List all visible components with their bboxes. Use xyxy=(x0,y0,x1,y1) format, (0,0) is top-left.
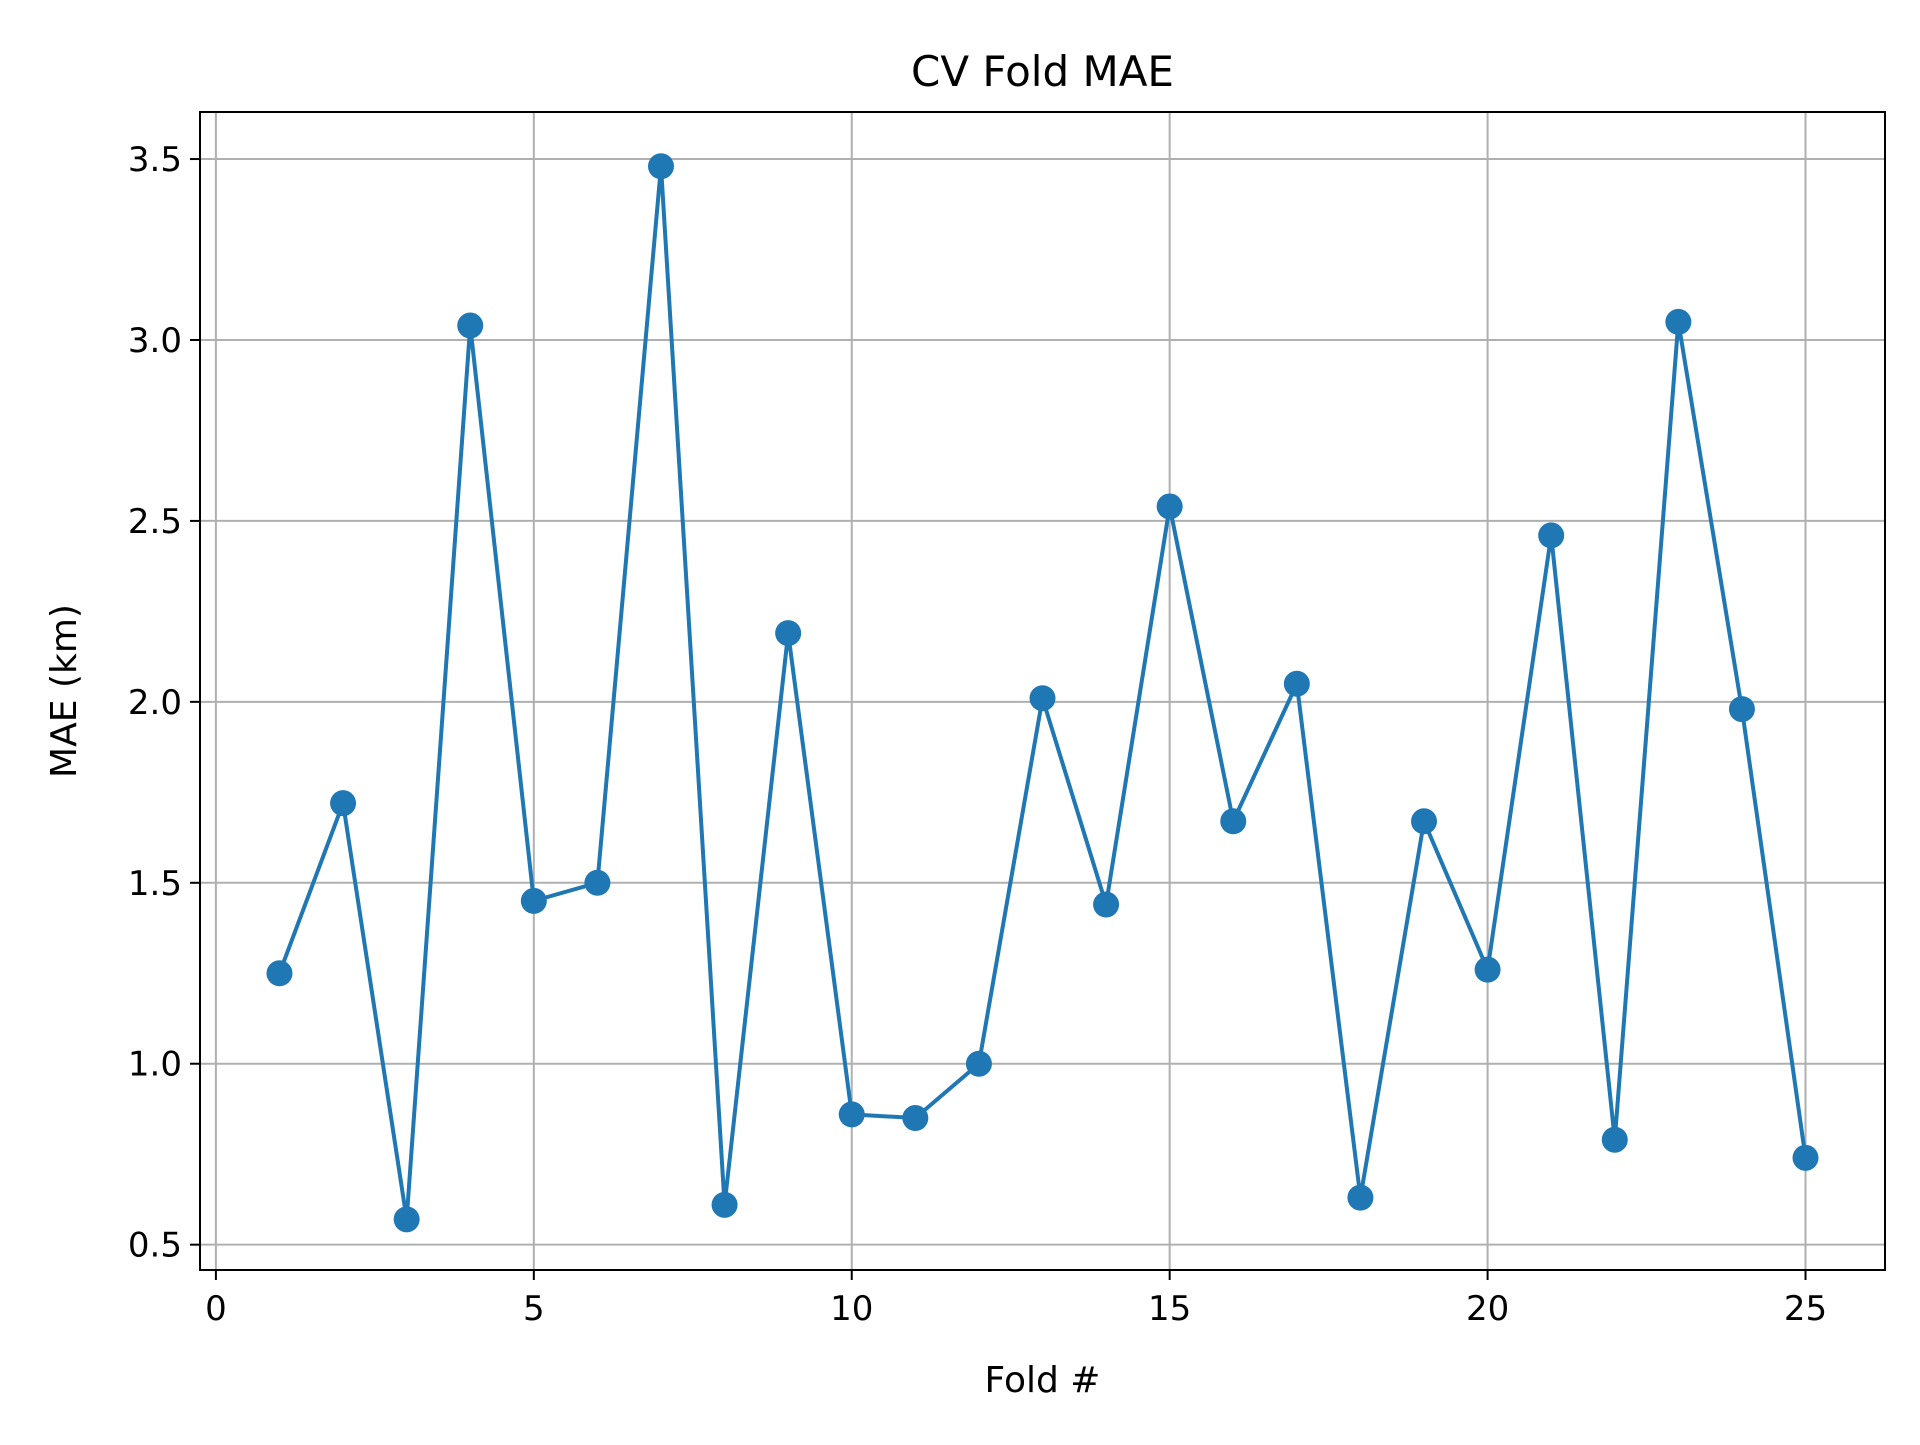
data-point xyxy=(838,1101,865,1128)
data-point xyxy=(1283,670,1310,697)
x-tick-label: 15 xyxy=(1148,1289,1191,1329)
data-point xyxy=(393,1206,420,1233)
x-axis-title: Fold # xyxy=(985,1360,1101,1401)
data-point xyxy=(1220,808,1247,835)
y-tick-label: 3.0 xyxy=(128,321,182,361)
plot-frame xyxy=(199,111,1886,1271)
x-tick-label: 25 xyxy=(1784,1289,1827,1329)
data-point xyxy=(266,960,293,987)
data-point xyxy=(902,1105,929,1132)
data-point xyxy=(1093,891,1120,918)
chart-title: CV Fold MAE xyxy=(911,47,1174,96)
data-point xyxy=(1156,493,1183,520)
data-point xyxy=(1665,308,1692,335)
x-tick-label: 10 xyxy=(830,1289,873,1329)
data-point xyxy=(1601,1126,1628,1153)
data-series xyxy=(266,153,1819,1233)
data-point xyxy=(775,620,802,647)
data-point xyxy=(1474,956,1501,983)
y-tick-label: 1.5 xyxy=(128,864,182,904)
x-tick-label: 20 xyxy=(1466,1289,1509,1329)
data-point xyxy=(1728,696,1755,723)
data-point xyxy=(584,869,611,896)
x-tick-label: 0 xyxy=(205,1289,227,1329)
y-tick-label: 3.5 xyxy=(128,140,182,180)
y-tick-label: 2.5 xyxy=(128,502,182,542)
axis-ticks: 0 5 10 15 20 25 0.5 1.0 1.5 2.0 2.5 3.0 3.5 xyxy=(128,140,1827,1329)
y-tick-label: 2.0 xyxy=(128,683,182,723)
y-axis-title: MAE (km) xyxy=(44,604,85,778)
data-point xyxy=(711,1191,738,1218)
data-point xyxy=(965,1050,992,1077)
data-point xyxy=(1347,1184,1374,1211)
data-point xyxy=(1411,808,1438,835)
y-tick-label: 1.0 xyxy=(128,1045,182,1085)
grid-lines xyxy=(200,112,1885,1270)
data-point xyxy=(1029,685,1056,712)
data-point xyxy=(457,312,484,339)
data-point xyxy=(330,790,357,817)
data-point xyxy=(520,887,547,914)
y-tick-label: 0.5 xyxy=(128,1226,182,1266)
x-tick-label: 5 xyxy=(523,1289,545,1329)
data-point xyxy=(647,153,674,180)
data-point xyxy=(1538,522,1565,549)
data-point xyxy=(1792,1144,1819,1171)
